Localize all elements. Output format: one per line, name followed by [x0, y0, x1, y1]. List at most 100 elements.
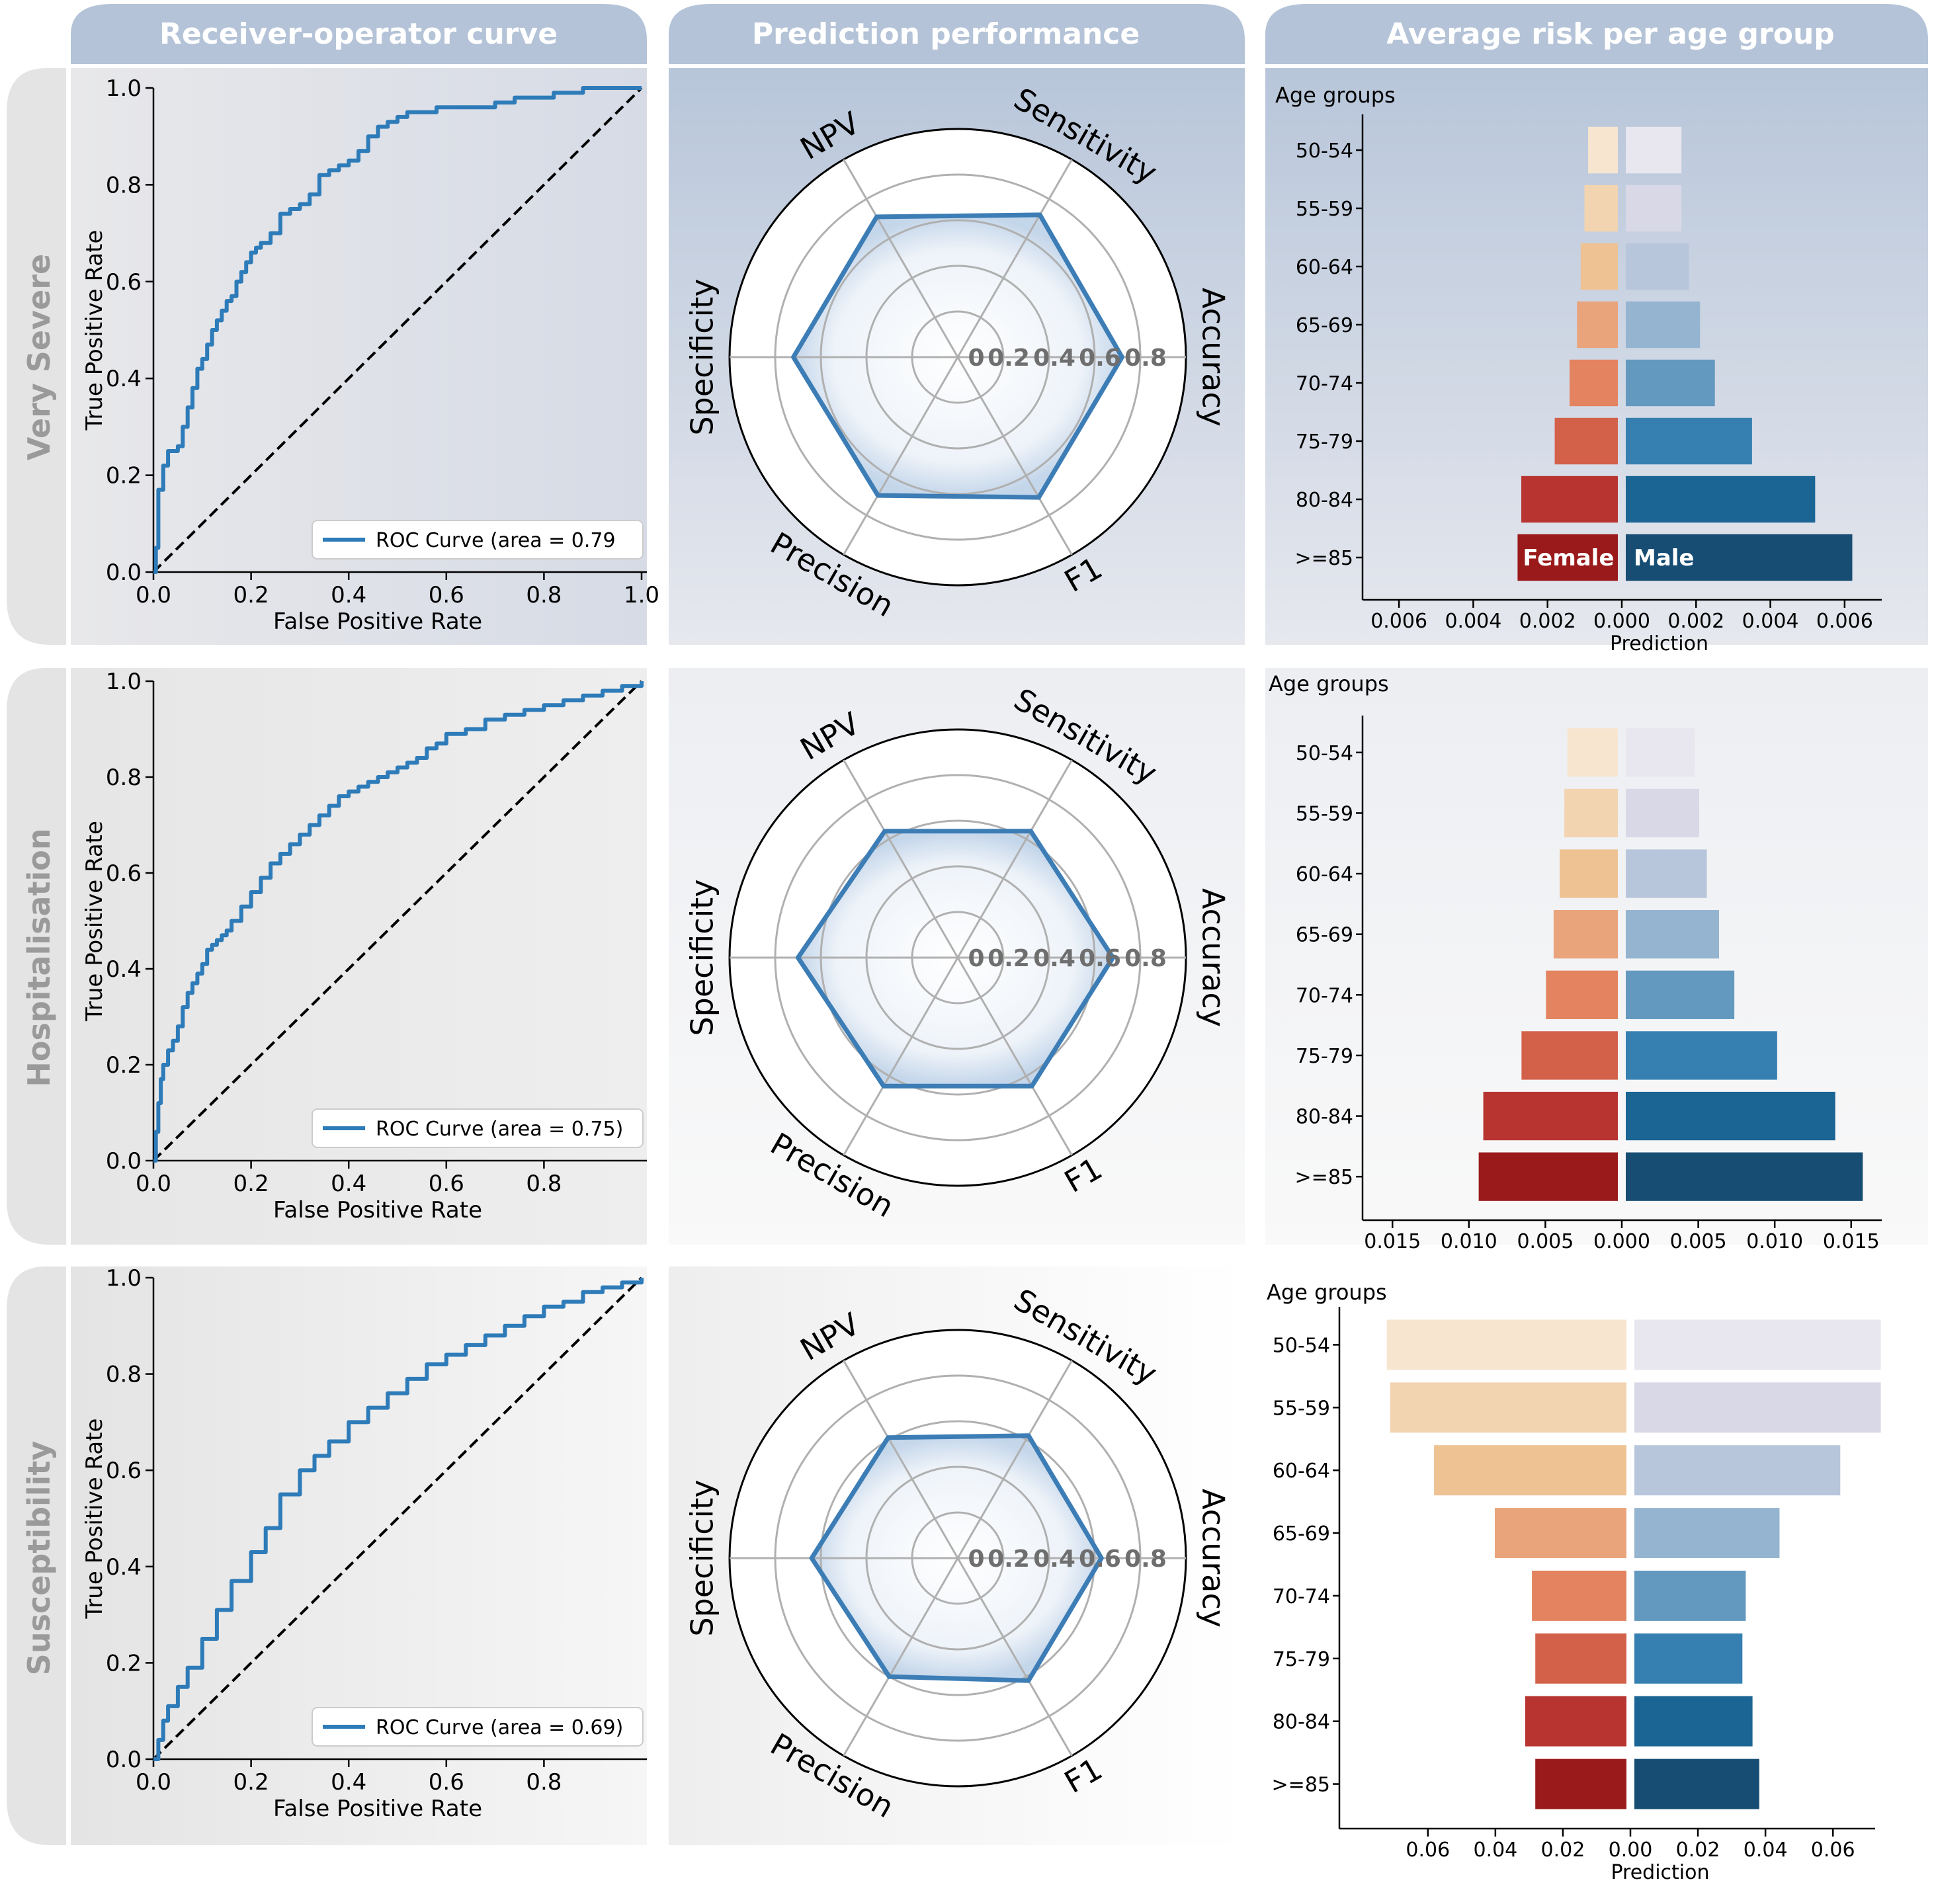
roc-y-axis-label: True Positive Rate	[81, 230, 108, 431]
pyramid-bar-male	[1634, 1508, 1780, 1559]
pyramid-category-label: 80-84	[1296, 489, 1353, 512]
pyramid-series-label-male: Male	[1634, 545, 1695, 571]
radar-radial-label: 0.4	[1033, 345, 1075, 372]
pyramid-bar-male	[1626, 910, 1720, 959]
pyramid-x-tick-label: 0.006	[1370, 610, 1427, 633]
pyramid-bar-female	[1588, 126, 1618, 174]
pyramid-bar-female	[1386, 1319, 1626, 1370]
radar-polygon	[809, 1433, 1104, 1683]
pyramid-category-label: 50-54	[1273, 1334, 1330, 1357]
radar-radial-label: 0.6	[1079, 345, 1121, 372]
radar-radial-label: 0	[968, 1546, 984, 1573]
roc-y-tick-label: 1.0	[106, 669, 142, 695]
pyramid-x-tick-label: 0.02	[1676, 1839, 1720, 1862]
pyramid-bar-female	[1517, 534, 1618, 581]
roc-y-tick-label: 0.6	[106, 269, 142, 296]
pyramid-bar-male	[1626, 534, 1853, 581]
roc-x-tick-label: 0.2	[233, 1171, 269, 1197]
roc-y-tick-label: 1.0	[106, 75, 142, 102]
radar-spoke	[843, 159, 959, 358]
pyramid-x-tick-label: 0.002	[1667, 610, 1724, 633]
pyramid-category-label: 75-79	[1273, 1648, 1330, 1671]
roc-y-axis-label: True Positive Rate	[81, 1419, 108, 1620]
radar-spoke	[843, 957, 959, 1156]
pyramid-bar-male	[1626, 126, 1682, 174]
roc-y-tick-label: 0.4	[106, 366, 142, 392]
pyramid-bar-male	[1626, 185, 1682, 232]
pyramid-x-tick-label: 0.04	[1744, 1839, 1788, 1862]
pyramid-bar-female	[1390, 1382, 1626, 1433]
radar-radial-label: 0	[968, 945, 984, 972]
pyramid-bar-female	[1554, 417, 1618, 465]
header-pyramid-title: Average risk per age group	[1386, 17, 1835, 51]
row-label-very-severe: Very Severe	[21, 254, 57, 460]
radar-polygon	[796, 829, 1116, 1089]
pyramid-x-tick-label: 0.000	[1593, 610, 1650, 633]
pyramid-category-label: 65-69	[1296, 924, 1353, 947]
roc-chance-line	[152, 1276, 643, 1760]
pyramid-x-tick-label: 0.06	[1406, 1839, 1450, 1862]
roc-x-tick-label: 1.0	[624, 582, 659, 608]
pyramid-bar-female	[1525, 1696, 1626, 1747]
radar-radial-label: 0.8	[1124, 945, 1167, 972]
pyramid-x-tick-label: 0.015	[1823, 1230, 1880, 1253]
radar-spoke	[956, 356, 1073, 556]
roc-y-tick-label: 0.8	[106, 172, 142, 198]
header-roc-bg	[71, 4, 647, 64]
roc-chance-line	[152, 680, 643, 1162]
pyramid-x-axis-label: Prediction	[1610, 1253, 1708, 1276]
pyramid-chart-5: Age groups 50-54 55-59 60-64 65-69 70-74 75-79…	[1269, 671, 1882, 1276]
radar-radial-label: 0.6	[1079, 1546, 1121, 1573]
pyramid-x-axis-label: Prediction	[1611, 1861, 1709, 1884]
radar-chart-4: 0 0.2 0.4 0.6 0.8SensitivityAccuracyF1Precis…	[685, 681, 1232, 1224]
pyramid-category-label: 70-74	[1296, 984, 1353, 1007]
radar-spoke	[956, 159, 1073, 358]
radar-radial-label: 0.2	[988, 1546, 1030, 1573]
roc-chart-3: 0.0 0.2 0.4 0.6 0.8 1.0 0.0 0.2 0.4 0.6 0.8 False P…	[81, 669, 647, 1223]
roc-legend-box	[312, 1707, 644, 1747]
pyramid-x-tick-label: 0.004	[1445, 610, 1501, 633]
pyramid-series-label-female: Female	[1523, 545, 1614, 571]
pyramid-category-label: 55-59	[1296, 802, 1353, 825]
radar-spoke	[843, 1360, 959, 1559]
pyramid-category-label: 80-84	[1273, 1711, 1330, 1734]
pyramid-bar-male	[1626, 1031, 1777, 1080]
pyramid-bar-male	[1634, 1319, 1881, 1370]
pyramid-bar-male	[1626, 417, 1752, 465]
pyramid-x-tick-label: 0.015	[1364, 1230, 1421, 1253]
roc-x-axis-label: False Positive Rate	[273, 1796, 482, 1822]
roc-x-tick-label: 0.8	[526, 1171, 562, 1197]
roc-y-tick-label: 0.2	[106, 1650, 142, 1676]
pyramid-bar-male	[1626, 970, 1735, 1019]
roc-y-axis-label: True Positive Rate	[81, 821, 108, 1022]
pyramid-x-tick-label: 0.002	[1519, 610, 1576, 633]
roc-x-tick-label: 0.8	[526, 1769, 562, 1796]
radar-radial-label: 0.2	[988, 945, 1030, 972]
pyramid-bar-female	[1564, 788, 1618, 838]
roc-y-tick-label: 0.6	[106, 1458, 142, 1484]
pyramid-chart-8: Age groups 50-54 55-59 60-64 65-69 70-74 75-79…	[1267, 1280, 1881, 1884]
roc-x-tick-label: 0.8	[526, 582, 562, 608]
roc-x-tick-label: 0.6	[429, 1769, 464, 1796]
pyramid-category-label: 70-74	[1296, 372, 1353, 395]
roc-x-axis-label: False Positive Rate	[273, 608, 482, 635]
pyramid-x-axis-label: Prediction	[1610, 632, 1708, 655]
pyramid-category-label: 60-64	[1273, 1460, 1330, 1483]
roc-x-tick-label: 0.4	[331, 1171, 366, 1197]
roc-x-tick-label: 0.2	[233, 1769, 269, 1796]
pyramid-bar-female	[1478, 1152, 1618, 1201]
roc-chart-0: 0.0 0.2 0.4 0.6 0.8 1.0 0.0 0.2 0.4 0.6 0.8 1.0 Fals…	[81, 75, 659, 635]
roc-y-tick-label: 0.4	[106, 1554, 142, 1581]
roc-legend-box	[312, 520, 644, 559]
row-tab-susceptibility	[7, 1266, 66, 1845]
pyramid-x-tick-label: 0.004	[1742, 610, 1799, 633]
pyramid-category-label: >=85	[1272, 1774, 1330, 1797]
pyramid-bar-female	[1434, 1445, 1626, 1496]
pyramid-bar-male	[1626, 1152, 1863, 1201]
pyramid-x-tick-label: 0.000	[1593, 1230, 1650, 1253]
pyramid-bar-male	[1634, 1633, 1743, 1684]
pyramid-x-tick-label: 0.02	[1541, 1839, 1585, 1862]
pyramid-x-tick-label: 0.006	[1816, 610, 1873, 633]
roc-y-tick-label: 0.4	[106, 956, 142, 983]
pyramid-bar-female	[1580, 243, 1618, 290]
